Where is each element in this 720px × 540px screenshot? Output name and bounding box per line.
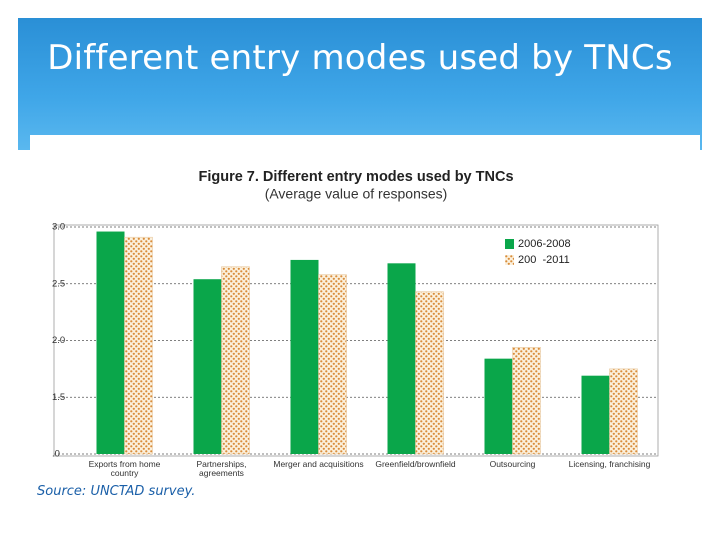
bar bbox=[415, 291, 444, 455]
legend-label: 200 -2011 bbox=[518, 254, 570, 266]
bar bbox=[387, 263, 416, 454]
bar bbox=[318, 274, 347, 455]
bar bbox=[512, 347, 541, 455]
legend-swatch bbox=[505, 255, 514, 265]
chart-title: Figure 7. Different entry modes used by … bbox=[198, 169, 513, 185]
bar bbox=[609, 368, 638, 455]
chart-subtitle: (Average value of responses) bbox=[265, 186, 448, 202]
x-tick-label: Licensing, franchising bbox=[568, 459, 651, 469]
bar bbox=[484, 358, 513, 454]
bar bbox=[96, 231, 125, 454]
legend-label: 2006-2008 bbox=[518, 238, 571, 250]
bar bbox=[221, 266, 250, 455]
header-band bbox=[18, 18, 702, 150]
slide-title: Different entry modes used by TNCs bbox=[47, 38, 673, 78]
x-tick-label: Merger and acquisitions bbox=[273, 459, 364, 469]
bar bbox=[193, 279, 222, 454]
x-tick-label: Partnerships, agreements bbox=[196, 459, 247, 478]
x-tick-label: Greenfield/brownfield bbox=[375, 459, 456, 469]
x-tick-label: Outsourcing bbox=[489, 459, 536, 469]
x-tick-label: Exports from home country bbox=[88, 459, 161, 478]
source-note: Source: UNCTAD survey. bbox=[37, 484, 196, 499]
bar bbox=[124, 236, 153, 455]
bar bbox=[581, 375, 610, 454]
bar bbox=[290, 259, 319, 454]
legend-swatch bbox=[505, 239, 514, 249]
